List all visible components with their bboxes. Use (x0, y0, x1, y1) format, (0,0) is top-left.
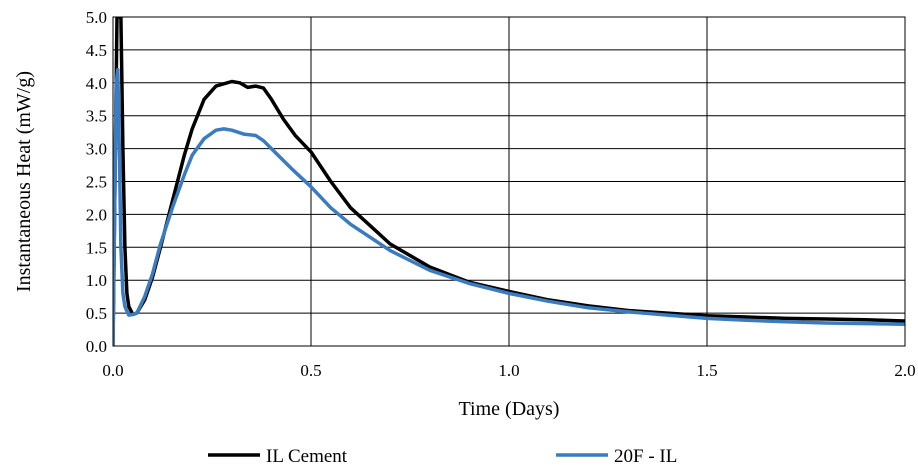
y-tick-label: 1.5 (86, 238, 107, 257)
y-tick-label: 0.0 (86, 337, 107, 356)
x-tick-label: 0.0 (102, 361, 123, 380)
series-line-20f-il (113, 67, 905, 346)
x-tick-label: 1.5 (696, 361, 717, 380)
x-axis-ticks: 0.0 0.5 1.0 1.5 2.0 (102, 361, 915, 380)
y-tick-label: 0.5 (86, 304, 107, 323)
plot-area-border (112, 16, 906, 347)
y-tick-label: 2.0 (86, 205, 107, 224)
x-tick-label: 2.0 (894, 361, 915, 380)
y-tick-label: 5.0 (86, 8, 107, 27)
y-tick-label: 1.0 (86, 271, 107, 290)
x-axis-title: Time (Days) (459, 398, 560, 420)
legend: IL Cement 20F - IL (208, 446, 677, 467)
gridlines (112, 16, 906, 347)
y-axis-title: Instantaneous Heat (mW/g) (13, 71, 35, 292)
series-lines (113, 17, 905, 346)
y-tick-label: 3.5 (86, 107, 107, 126)
x-tick-label: 0.5 (300, 361, 321, 380)
y-tick-label: 4.0 (86, 74, 107, 93)
y-tick-label: 3.0 (86, 140, 107, 159)
x-tick-label: 1.0 (498, 361, 519, 380)
legend-label-20f-il: 20F - IL (614, 446, 677, 467)
y-axis-ticks: 0.0 0.5 1.0 1.5 2.0 2.5 3.0 3.5 4.0 4.5 5.0 (86, 8, 107, 356)
legend-label-il-cement: IL Cement (266, 446, 348, 467)
y-tick-label: 4.5 (86, 41, 107, 60)
y-tick-label: 2.5 (86, 173, 107, 192)
